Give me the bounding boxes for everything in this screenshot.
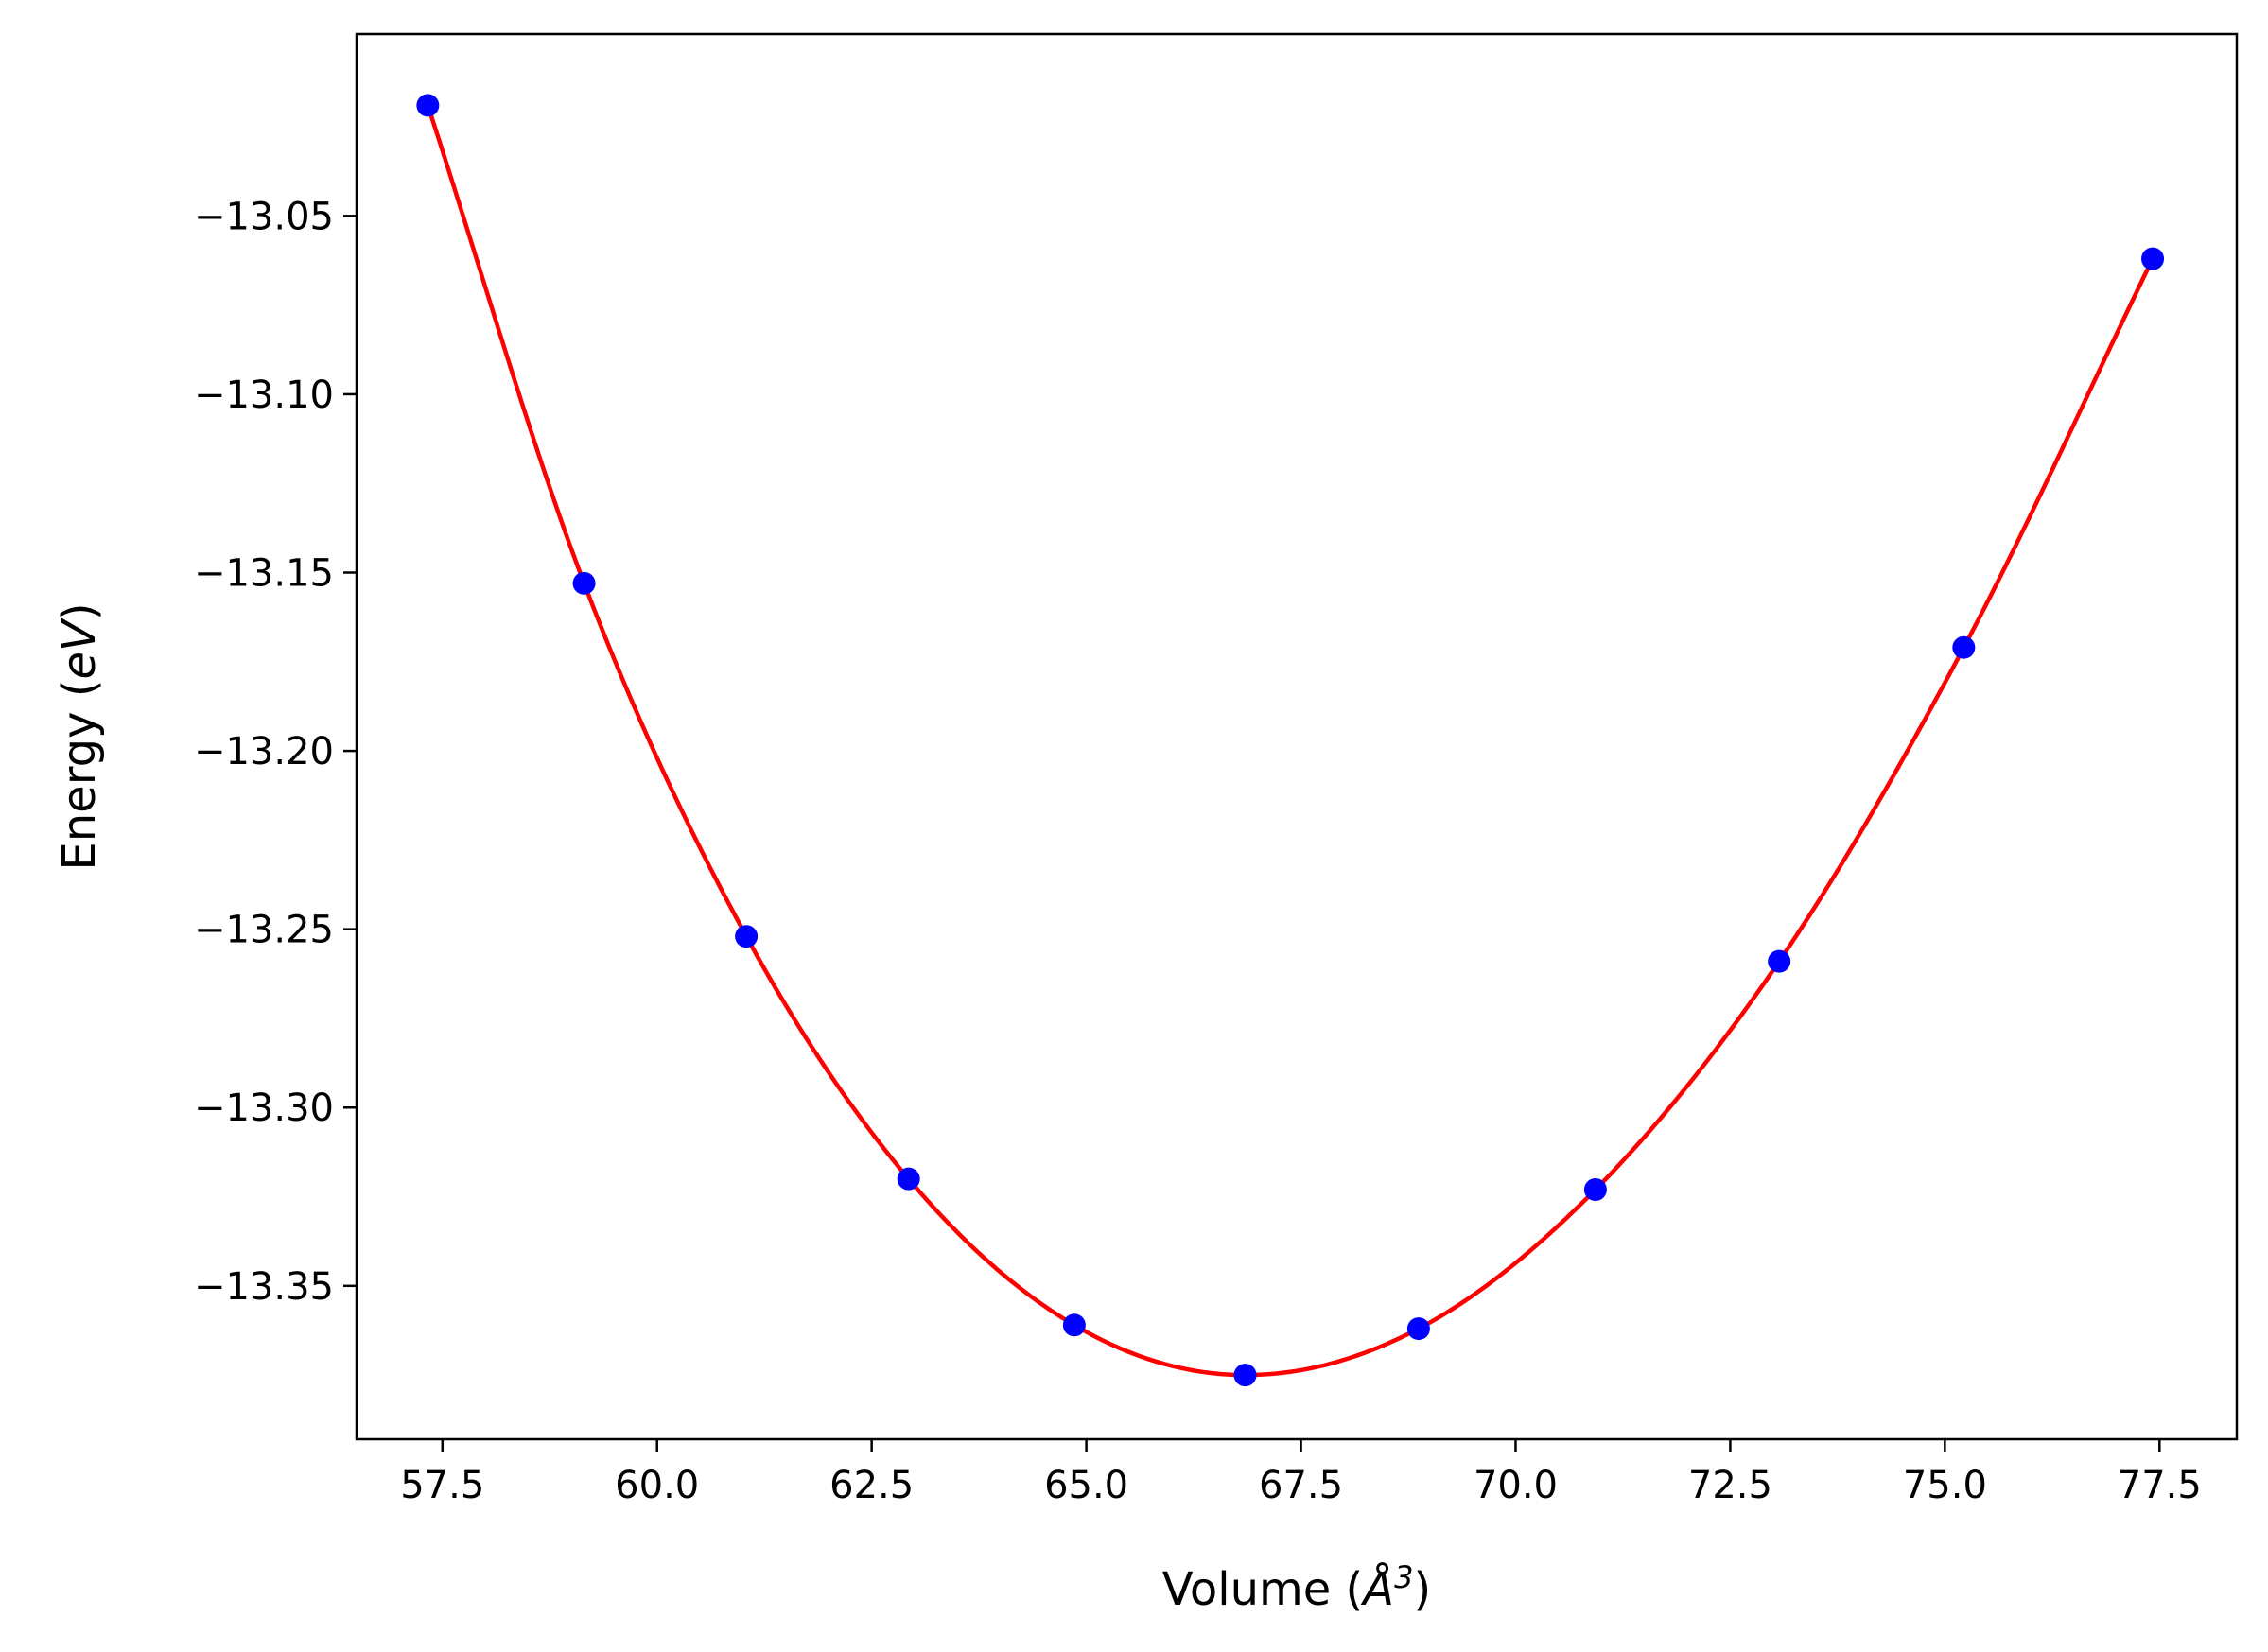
- x-tick-label: 77.5: [2118, 1464, 2202, 1507]
- data-point: [1062, 1313, 1086, 1337]
- data-point: [735, 925, 759, 948]
- data-point: [897, 1167, 920, 1191]
- y-axis-label: Energy (eV): [53, 602, 106, 870]
- x-tick-label: 70.0: [1474, 1464, 1558, 1507]
- x-tick-label: 75.0: [1903, 1464, 1987, 1507]
- y-tick-label: −13.15: [194, 552, 334, 596]
- data-point: [1952, 635, 1976, 659]
- y-tick-label: −13.35: [194, 1265, 334, 1309]
- x-axis-label-symbol: Å: [1360, 1562, 1394, 1616]
- y-tick-label: −13.05: [194, 195, 334, 238]
- y-tick-label: −13.20: [194, 730, 334, 774]
- fit-curve-line: [426, 104, 2155, 1378]
- plot-frame: [355, 32, 2239, 1441]
- x-tick-label: 60.0: [615, 1464, 699, 1507]
- y-axis-label-unit: eV: [53, 617, 106, 680]
- x-axis-label-prefix: Volume (: [1162, 1563, 1364, 1616]
- data-point: [1233, 1364, 1257, 1387]
- data-point: [1583, 1177, 1607, 1201]
- axis-ticks: 57.5 60.0 62.5 65.0 67.5 70.0 72.5 75.0 77.5 −13.…: [194, 195, 2202, 1507]
- y-axis-label-prefix: Energy (: [53, 680, 106, 871]
- data-point: [1406, 1317, 1430, 1341]
- x-tick-label: 65.0: [1044, 1464, 1128, 1507]
- data-point: [1768, 949, 1791, 973]
- y-tick-label: −13.30: [194, 1087, 334, 1130]
- x-axis-label: Volume (Å3): [1162, 1559, 1431, 1616]
- x-tick-label: 57.5: [400, 1464, 484, 1507]
- y-tick-label: −13.10: [194, 374, 334, 417]
- y-tick-label: −13.25: [194, 909, 334, 952]
- x-tick-label: 67.5: [1259, 1464, 1343, 1507]
- data-point: [572, 571, 596, 595]
- data-point: [2141, 247, 2165, 270]
- plot-area: [416, 94, 2165, 1387]
- x-axis-label-suffix: ): [1413, 1563, 1431, 1616]
- x-tick-label: 72.5: [1688, 1464, 1772, 1507]
- y-axis-label-suffix: ): [53, 602, 106, 620]
- data-point: [416, 94, 440, 117]
- x-tick-label: 62.5: [829, 1464, 914, 1507]
- x-axis-label-exponent: 3: [1394, 1559, 1413, 1595]
